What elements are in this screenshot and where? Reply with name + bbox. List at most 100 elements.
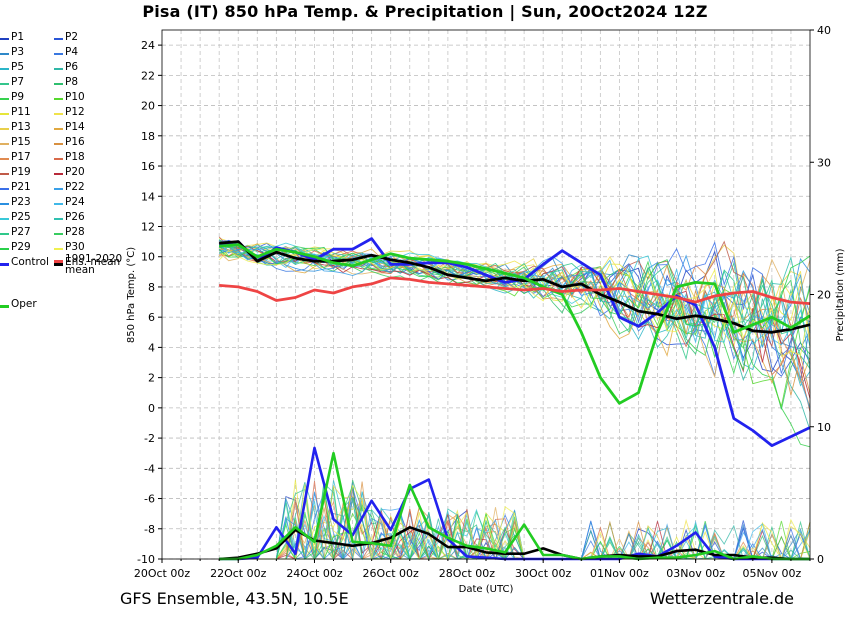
- legend-label: P13: [11, 121, 31, 133]
- legend-item: P12: [54, 107, 85, 121]
- x-tick-label: 26Oct 00z: [363, 567, 420, 580]
- legend-swatch: [54, 259, 63, 263]
- series-temp-line: [219, 276, 811, 305]
- legend-swatch: [0, 218, 9, 220]
- legend-label: P21: [11, 181, 31, 193]
- legend-label: P9: [11, 91, 25, 103]
- legend-item: P3: [0, 47, 24, 61]
- legend-swatch: [54, 98, 63, 100]
- legend-swatch: [54, 113, 63, 115]
- legend-item: P5: [0, 62, 24, 76]
- legend-item: P13: [0, 122, 31, 136]
- legend-label: P14: [65, 121, 85, 133]
- legend-label: P30: [65, 241, 85, 253]
- legend-item: Oper: [0, 299, 37, 313]
- x-tick-label: 03Nov 00z: [666, 567, 725, 580]
- y-tick-label: 22: [141, 69, 155, 82]
- ensemble-member-lines: [218, 236, 811, 561]
- legend-item: P24: [54, 197, 85, 211]
- y2-tick-label: 0: [817, 553, 824, 566]
- legend-swatch: [0, 158, 9, 160]
- legend-item: P28: [54, 227, 85, 241]
- legend-item: P21: [0, 182, 31, 196]
- x-axis-title: Date (UTC): [459, 584, 514, 595]
- y-tick-label: 0: [148, 402, 155, 415]
- legend-label: Oper: [11, 298, 37, 310]
- y-tick-label: -2: [144, 432, 155, 445]
- legend-label: P4: [65, 46, 79, 58]
- y2-tick-label: 30: [817, 156, 831, 169]
- legend-item: P30: [54, 242, 85, 256]
- legend-label: Ens. mean: [65, 256, 121, 268]
- x-tick-label: 22Oct 00z: [210, 567, 267, 580]
- legend-label: P10: [65, 91, 85, 103]
- y-axis-title: 850 hPa Temp. (°C): [126, 247, 137, 343]
- legend-item: P2: [54, 32, 78, 46]
- legend-swatch: [0, 262, 9, 266]
- series-precip-line: [219, 525, 810, 561]
- y-tick-label: 16: [141, 160, 155, 173]
- y-tick-label: 20: [141, 100, 155, 113]
- legend-item: P15: [0, 137, 31, 151]
- legend-item: P6: [54, 62, 78, 76]
- x-tick-label: 05Nov 00z: [743, 567, 802, 580]
- y-tick-label: -4: [144, 462, 155, 475]
- legend-swatch: [0, 173, 9, 175]
- y2-tick-label: 20: [817, 289, 831, 302]
- legend-item: P1: [0, 32, 24, 46]
- y-tick-label: 12: [141, 220, 155, 233]
- legend-item: P23: [0, 197, 31, 211]
- legend-swatch: [0, 83, 9, 85]
- legend-swatch: [54, 38, 63, 40]
- legend-swatch: [0, 203, 9, 205]
- y2-tick-label: 40: [817, 24, 831, 37]
- y-tick-label: 14: [141, 190, 155, 203]
- legend-item: P4: [54, 47, 78, 61]
- y2-axis-title: Precipitation (mm): [835, 248, 846, 341]
- legend-label: P5: [11, 61, 25, 73]
- legend-label: P15: [11, 136, 31, 148]
- legend-item: Control: [0, 257, 49, 271]
- legend-item: P8: [54, 77, 78, 91]
- y-tick-label: -8: [144, 523, 155, 536]
- legend-swatch: [0, 98, 9, 100]
- footer-site-name: Wetterzentrale.de: [649, 589, 794, 608]
- series-temp-line: [219, 240, 811, 334]
- legend-item: 1991-2020 mean: [54, 254, 122, 276]
- legend-label: P18: [65, 151, 85, 163]
- legend-label: P19: [11, 166, 31, 178]
- legend-item: P14: [54, 122, 85, 136]
- legend-item: P22: [54, 182, 85, 196]
- legend-swatch: [0, 143, 9, 145]
- ensemble-member-temp-line: [219, 246, 811, 376]
- legend-item: Ens. mean: [54, 257, 120, 271]
- legend-swatch: [54, 128, 63, 130]
- ensemble-member-temp-line: [219, 244, 811, 341]
- legend-swatch: [54, 233, 63, 235]
- legend-label: P22: [65, 181, 85, 193]
- y-tick-label: 6: [148, 311, 155, 324]
- legend-swatch: [54, 262, 63, 266]
- legend-swatch: [54, 218, 63, 220]
- legend-label: P27: [11, 226, 31, 238]
- legend-swatch: [0, 128, 9, 130]
- legend-label: P7: [11, 76, 25, 88]
- legend-label: Control: [11, 256, 49, 268]
- legend-swatch: [54, 203, 63, 205]
- series-precip-line: [219, 451, 810, 561]
- legend-item: P7: [0, 77, 24, 91]
- legend-swatch: [0, 38, 9, 40]
- legend-item: P20: [54, 167, 85, 181]
- legend-label: P11: [11, 106, 31, 118]
- legend-label: P23: [11, 196, 31, 208]
- legend-swatch: [54, 158, 63, 160]
- footer-model-info: GFS Ensemble, 43.5N, 10.5E: [120, 589, 349, 608]
- y2-tick-label: 10: [817, 421, 831, 434]
- legend-item: P11: [0, 107, 31, 121]
- legend-label: P1: [11, 31, 25, 43]
- legend-label: P12: [65, 106, 85, 118]
- x-tick-label: 24Oct 00z: [286, 567, 343, 580]
- legend-item: P26: [54, 212, 85, 226]
- y-tick-label: -10: [137, 553, 155, 566]
